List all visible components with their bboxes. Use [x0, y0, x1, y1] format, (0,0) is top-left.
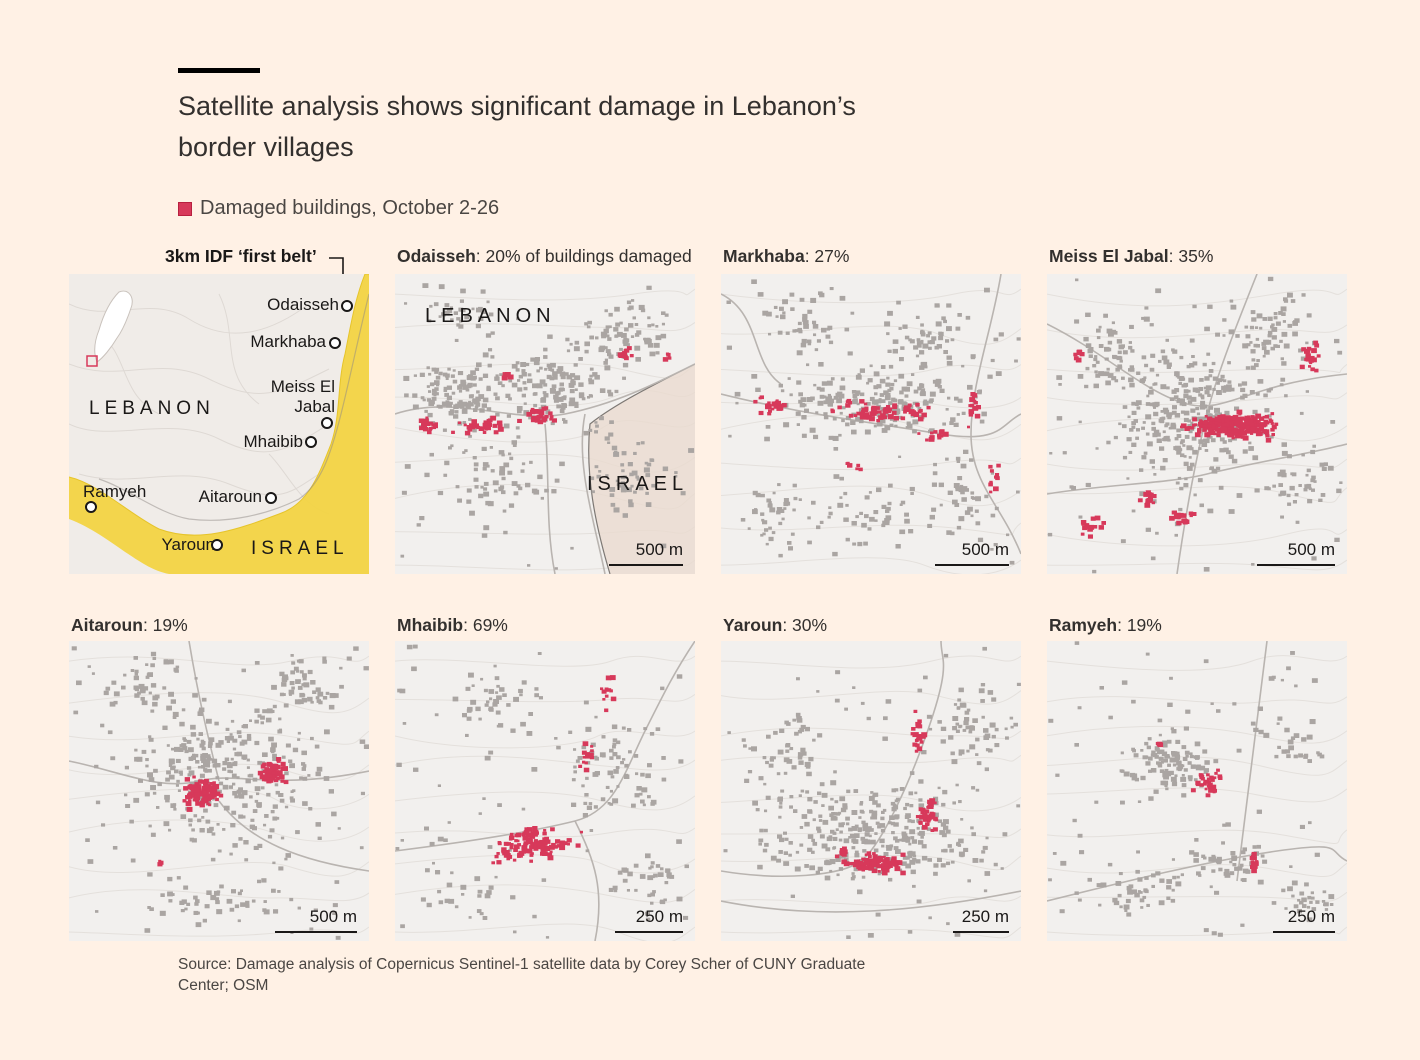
- pin-ramyeh-icon: [85, 501, 97, 513]
- pin-markhaba-icon: [329, 337, 341, 349]
- panel-label: Yaroun: 30%: [723, 615, 828, 635]
- overview-lebanon-label: LEBANON: [89, 398, 215, 419]
- panel-odaisseh: Odaisseh: 20% of buildings damaged LEBAN…: [395, 246, 695, 574]
- damaged-buildings: [491, 675, 617, 865]
- legend-label: Damaged buildings, October 2-26: [200, 197, 500, 219]
- title-rule: [178, 68, 260, 73]
- damaged-buildings: [1155, 741, 1259, 874]
- scale-bar: 250 m: [615, 907, 683, 933]
- place-odaisseh: Odaisseh: [267, 295, 339, 314]
- village-map: LEBANON ISRAEL 500 m: [395, 274, 695, 574]
- overview-map-panel: LEBANON ISRAEL Odaisseh Markhaba Meiss E…: [69, 274, 369, 574]
- village-map: 500 m: [721, 274, 1021, 574]
- legend: Damaged buildings, October 2-26: [178, 197, 499, 220]
- pin-meiss-icon: [321, 417, 333, 429]
- place-yaroun: Yaroun: [161, 535, 215, 554]
- place-meiss-2: Jabal: [294, 397, 335, 416]
- pin-odaisseh-icon: [341, 300, 353, 312]
- village-map-svg: [1047, 641, 1347, 941]
- belt-label: 3km IDF ‘first belt’: [165, 246, 317, 266]
- scale-bar: 500 m: [935, 540, 1009, 566]
- damaged-buildings: [1073, 340, 1321, 539]
- panel-aitaroun: Aitaroun: 19% 500 m: [69, 615, 369, 941]
- village-map-svg: [395, 274, 695, 574]
- chart-title: Satellite analysis shows significant dam…: [178, 91, 856, 162]
- village-map-svg: [69, 641, 369, 941]
- damaged-buildings: [753, 392, 1001, 494]
- overview-map: LEBANON ISRAEL Odaisseh Markhaba Meiss E…: [69, 274, 369, 574]
- scale-bar: 500 m: [609, 540, 683, 566]
- place-mhaibib: Mhaibib: [243, 432, 303, 451]
- pin-yaroun-icon: [211, 539, 223, 551]
- panel-label: Ramyeh: 19%: [1049, 615, 1162, 635]
- pin-aitaroun-icon: [265, 492, 277, 504]
- panel-markhaba: Markhaba: 27% 500 m: [721, 246, 1021, 574]
- belt-band: [69, 274, 369, 574]
- panel-label: Mhaibib: 69%: [397, 615, 508, 635]
- map-israel-label: ISRAEL: [587, 473, 689, 495]
- place-meiss-1: Meiss El: [270, 377, 335, 396]
- panel-label: Aitaroun: 19%: [71, 615, 188, 635]
- panel-mhaibib: Mhaibib: 69% 250 m: [395, 615, 695, 941]
- village-map: 500 m: [69, 641, 369, 941]
- scale-bar: 500 m: [1257, 540, 1335, 566]
- scale-bar: 250 m: [953, 907, 1009, 933]
- pin-mhaibib-icon: [305, 436, 317, 448]
- panel-label: Odaisseh: 20% of buildings damaged: [397, 246, 692, 266]
- panel-label: Meiss El Jabal: 35%: [1049, 246, 1214, 266]
- village-map-svg: [1047, 274, 1347, 574]
- damaged-buildings: [157, 757, 289, 867]
- scale-bar: 250 m: [1273, 907, 1335, 933]
- village-map-svg: [395, 641, 695, 941]
- overview-israel-label: ISRAEL: [251, 538, 349, 559]
- place-markhaba: Markhaba: [250, 332, 326, 351]
- place-aitaroun: Aitaroun: [198, 487, 262, 506]
- panel-ramyeh: Ramyeh: 19% 250 m: [1047, 615, 1347, 941]
- village-map: 250 m: [395, 641, 695, 941]
- lebanon-inset-icon: [86, 290, 133, 367]
- damaged-buildings: [834, 709, 939, 876]
- scale-bar: 500 m: [275, 907, 357, 933]
- village-map: 250 m: [1047, 641, 1347, 941]
- source-note: Source: Damage analysis of Copernicus Se…: [178, 956, 866, 994]
- panel-label: Markhaba: 27%: [723, 246, 850, 266]
- map-lebanon-label: LEBANON: [425, 305, 556, 327]
- village-map: 250 m: [721, 641, 1021, 941]
- village-map-svg: [721, 274, 1021, 574]
- village-map-svg: [721, 641, 1021, 941]
- damaged-buildings: [418, 346, 672, 436]
- panel-meiss-el-jabal: Meiss El Jabal: 35% 500 m: [1047, 246, 1347, 574]
- damaged-swatch-icon: [178, 201, 192, 216]
- overview-map-svg: [69, 274, 369, 574]
- panel-yaroun: Yaroun: 30% 250 m: [721, 615, 1021, 941]
- village-map: 500 m: [1047, 274, 1347, 574]
- place-ramyeh: Ramyeh: [83, 482, 147, 501]
